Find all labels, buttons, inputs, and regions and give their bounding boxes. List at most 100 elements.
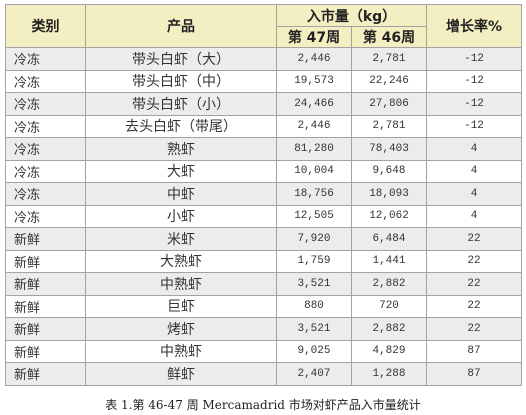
cell-week-47: 880 (276, 294, 352, 318)
cell-week-47: 2,407 (276, 362, 352, 386)
table-row: 新鲜 鲜虾 2,407 1,288 87 (5, 362, 522, 386)
cell-category: 冷冻 (5, 92, 86, 116)
cell-week-47: 19,573 (276, 69, 352, 93)
cell-product: 中虾 (85, 182, 277, 206)
cell-week-46: 12,062 (351, 204, 427, 228)
cell-category: 新鲜 (5, 227, 86, 251)
cell-growth: 87 (426, 362, 522, 386)
cell-product: 小虾 (85, 204, 277, 228)
header-week-47: 第 47周 (276, 26, 352, 48)
cell-category: 冷冻 (5, 159, 86, 183)
cell-growth: -12 (426, 47, 522, 71)
cell-growth: 87 (426, 339, 522, 363)
cell-week-46: 78,403 (351, 137, 427, 161)
table-row: 冷冻 去头白虾（带尾） 2,446 2,781 -12 (5, 114, 522, 138)
cell-product: 大熟虾 (85, 249, 277, 273)
cell-week-46: 6,484 (351, 227, 427, 251)
table-caption: 表 1.第 46-47 周 Mercamadrid 市场对虾产品入市量统计 (105, 398, 421, 412)
cell-category: 冷冻 (5, 137, 86, 161)
cell-category: 新鲜 (5, 362, 86, 386)
cell-growth: 4 (426, 182, 522, 206)
cell-category: 冷冻 (5, 204, 86, 228)
table-row: 新鲜 中熟虾 9,025 4,829 87 (5, 339, 522, 363)
cell-category: 新鲜 (5, 339, 86, 363)
cell-growth: 22 (426, 249, 522, 273)
cell-week-47: 10,004 (276, 159, 352, 183)
table-row: 冷冻 小虾 12,505 12,062 4 (5, 204, 522, 228)
cell-week-46: 2,781 (351, 47, 427, 71)
cell-growth: 22 (426, 227, 522, 251)
cell-week-46: 2,882 (351, 317, 427, 341)
cell-product: 大虾 (85, 159, 277, 183)
cell-week-47: 3,521 (276, 272, 352, 296)
table-body: 冷冻 带头白虾（大） 2,446 2,781 -12 冷冻 带头白虾（中） 19,573 22,… (5, 47, 522, 386)
table-row: 新鲜 巨虾 880 720 22 (5, 294, 522, 318)
cell-week-46: 1,288 (351, 362, 427, 386)
cell-category: 新鲜 (5, 317, 86, 341)
cell-product: 鲜虾 (85, 362, 277, 386)
cell-week-46: 4,829 (351, 339, 427, 363)
cell-week-46: 27,806 (351, 92, 427, 116)
cell-category: 新鲜 (5, 294, 86, 318)
table-row: 新鲜 烤虾 3,521 2,882 22 (5, 317, 522, 341)
cell-growth: -12 (426, 114, 522, 138)
cell-week-47: 7,920 (276, 227, 352, 251)
cell-category: 新鲜 (5, 249, 86, 273)
cell-week-46: 22,246 (351, 69, 427, 93)
table-row: 冷冻 熟虾 81,280 78,403 4 (5, 137, 522, 161)
cell-product: 烤虾 (85, 317, 277, 341)
cell-week-47: 3,521 (276, 317, 352, 341)
cell-week-47: 2,446 (276, 114, 352, 138)
cell-week-47: 2,446 (276, 47, 352, 71)
header-category: 类别 (5, 4, 86, 48)
shrimp-market-table: 类别 产品 入市量（kg） 增长率% 第 47周 第 46周 冷冻 带头白虾（大）… (5, 4, 522, 386)
cell-growth: 4 (426, 137, 522, 161)
cell-product: 米虾 (85, 227, 277, 251)
cell-product: 巨虾 (85, 294, 277, 318)
header-week-46: 第 46周 (351, 26, 427, 48)
cell-product: 去头白虾（带尾） (85, 114, 277, 138)
table-row: 新鲜 大熟虾 1,759 1,441 22 (5, 249, 522, 273)
cell-category: 冷冻 (5, 47, 86, 71)
cell-category: 冷冻 (5, 114, 86, 138)
cell-product: 熟虾 (85, 137, 277, 161)
cell-category: 冷冻 (5, 182, 86, 206)
cell-product: 带头白虾（小） (85, 92, 277, 116)
cell-week-46: 1,441 (351, 249, 427, 273)
cell-category: 冷冻 (5, 69, 86, 93)
cell-product: 带头白虾（大） (85, 47, 277, 71)
cell-week-47: 81,280 (276, 137, 352, 161)
cell-week-46: 2,781 (351, 114, 427, 138)
header-volume-group: 入市量（kg） (276, 4, 427, 27)
cell-growth: 4 (426, 204, 522, 228)
cell-week-46: 18,093 (351, 182, 427, 206)
cell-product: 带头白虾（中） (85, 69, 277, 93)
cell-category: 新鲜 (5, 272, 86, 296)
cell-growth: -12 (426, 92, 522, 116)
table-row: 新鲜 中熟虾 3,521 2,882 22 (5, 272, 522, 296)
table-row: 冷冻 带头白虾（小） 24,466 27,806 -12 (5, 92, 522, 116)
cell-growth: 22 (426, 294, 522, 318)
table-row: 冷冻 带头白虾（中） 19,573 22,246 -12 (5, 69, 522, 93)
cell-week-46: 720 (351, 294, 427, 318)
cell-product: 中熟虾 (85, 272, 277, 296)
header-product: 产品 (85, 4, 277, 48)
table-container: 类别 产品 入市量（kg） 增长率% 第 47周 第 46周 冷冻 带头白虾（大）… (5, 4, 522, 386)
cell-growth: 4 (426, 159, 522, 183)
table-row: 新鲜 米虾 7,920 6,484 22 (5, 227, 522, 251)
table-row: 冷冻 中虾 18,756 18,093 4 (5, 182, 522, 206)
cell-week-46: 2,882 (351, 272, 427, 296)
table-row: 冷冻 带头白虾（大） 2,446 2,781 -12 (5, 47, 522, 71)
header-growth: 增长率% (426, 4, 522, 48)
cell-week-47: 1,759 (276, 249, 352, 273)
cell-product: 中熟虾 (85, 339, 277, 363)
cell-week-47: 12,505 (276, 204, 352, 228)
cell-week-47: 24,466 (276, 92, 352, 116)
cell-week-46: 9,648 (351, 159, 427, 183)
cell-week-47: 9,025 (276, 339, 352, 363)
table-header: 类别 产品 入市量（kg） 增长率% 第 47周 第 46周 (5, 4, 522, 48)
cell-growth: 22 (426, 272, 522, 296)
table-row: 冷冻 大虾 10,004 9,648 4 (5, 159, 522, 183)
cell-week-47: 18,756 (276, 182, 352, 206)
cell-growth: -12 (426, 69, 522, 93)
